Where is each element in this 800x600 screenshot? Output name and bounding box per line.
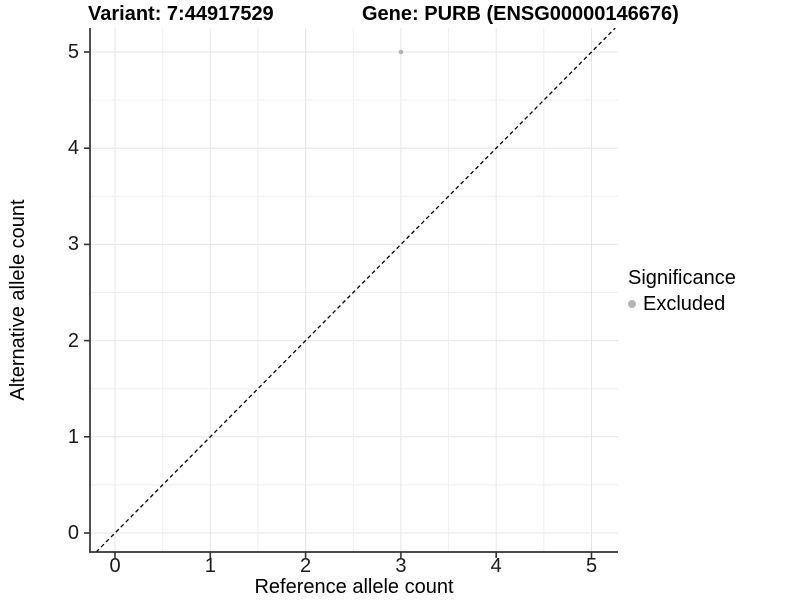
legend-title: Significance [628,267,736,289]
y-tick-label: 1 [67,425,79,448]
legend-item-label: Excluded [643,293,726,315]
y-tick-label: 0 [67,522,79,544]
y-tick-label: 2 [67,329,79,352]
plot-panel [84,28,618,558]
x-tick-label: 0 [109,555,121,577]
x-tick-label: 2 [300,555,312,577]
x-tick-label: 1 [204,555,216,577]
legend: Significance Excluded [628,266,736,316]
legend-item-excluded: Excluded [628,292,736,316]
x-tick-label: 3 [395,555,407,577]
y-tick-label: 3 [67,233,79,256]
x-tick-label: 5 [585,555,598,577]
identity-dashed-line [95,28,616,553]
x-tick-label: 4 [490,555,502,577]
point-icon [628,300,636,308]
plot-title-variant: Variant: 7:44917529 [88,3,274,25]
y-tick-label: 5 [67,41,79,63]
x-axis-title: Reference allele count [254,576,454,598]
plot-title-gene: Gene: PURB (ENSG00000146676) [362,3,679,25]
y-tick-label: 4 [67,137,79,160]
y-axis-title: Alternative allele count [7,199,29,401]
data-point [398,49,404,55]
